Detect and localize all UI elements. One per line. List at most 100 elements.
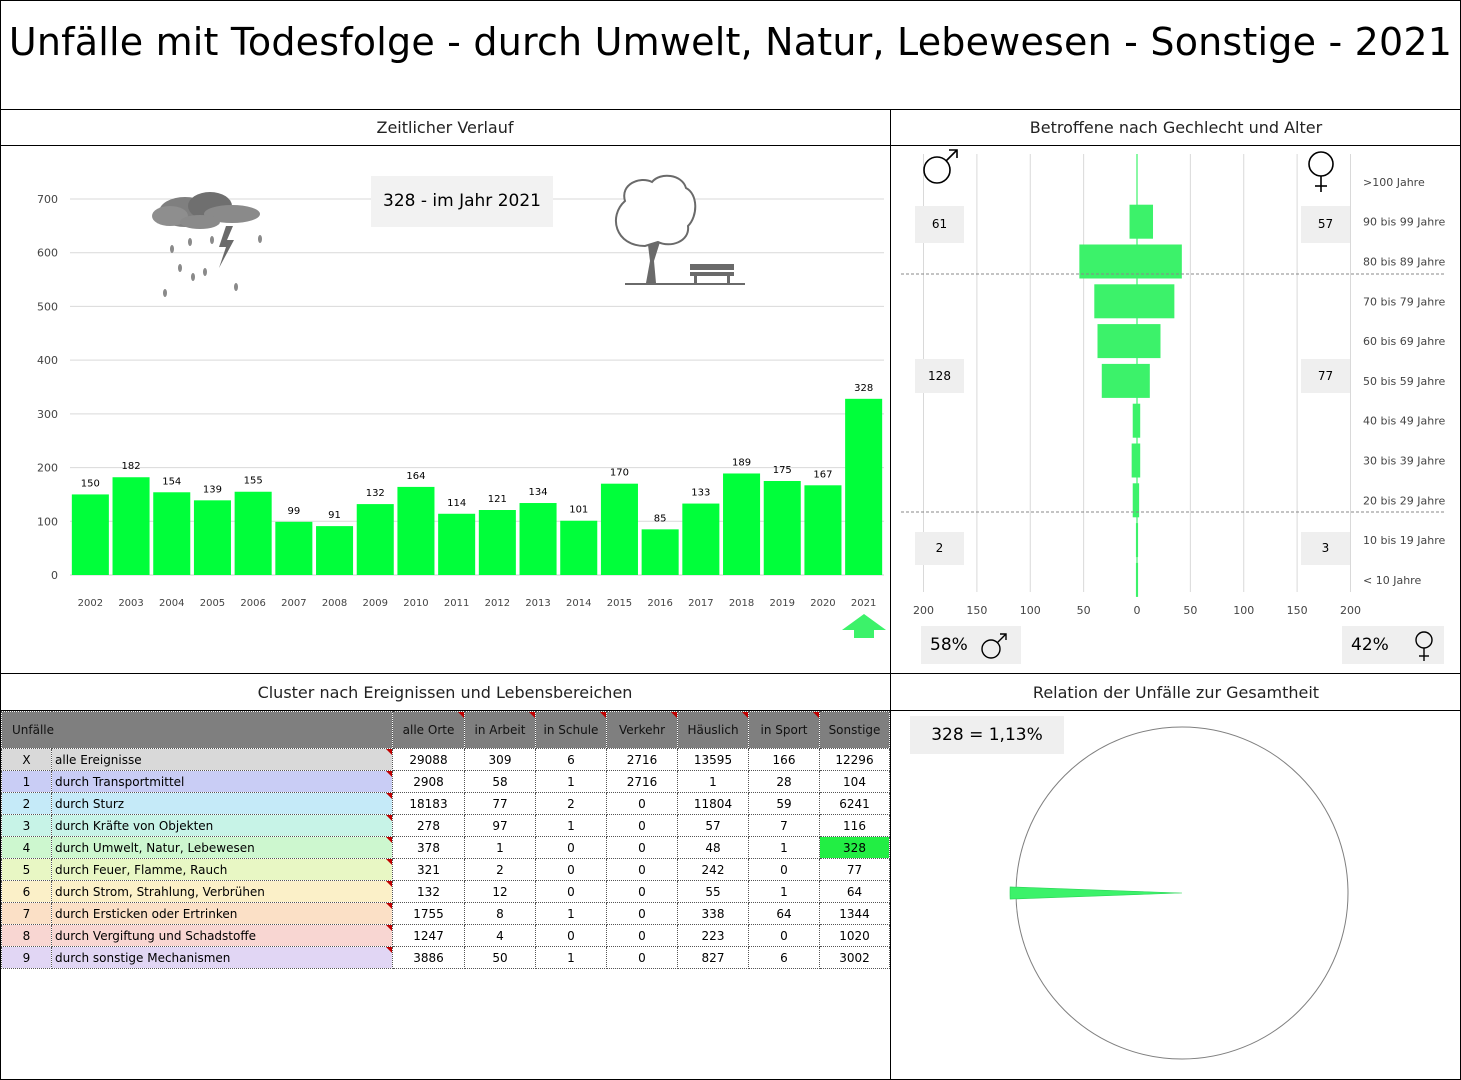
bar [478, 510, 516, 575]
row-label: durch Strom, Strahlung, Verbrühen [51, 880, 393, 903]
page-title: Unfälle mit Todesfolge - durch Umwelt, N… [8, 20, 1453, 64]
female-group-count: 77 [1301, 359, 1350, 393]
table-cell: 378 [392, 836, 465, 859]
row-id: 3 [1, 814, 52, 837]
data-label: 101 [569, 505, 588, 516]
age-group-label: 70 bis 79 Jahre [1363, 295, 1445, 308]
bar [71, 494, 109, 575]
col-header: Sonstige [819, 711, 890, 749]
data-label: 150 [81, 478, 100, 489]
table-cell: 0 [535, 924, 607, 947]
bar [723, 473, 761, 575]
row-id: 2 [1, 792, 52, 815]
col-header: Häuslich [677, 711, 749, 749]
age-group-label: 50 bis 59 Jahre [1363, 375, 1445, 388]
table-cell: 0 [535, 836, 607, 859]
male-share-value: 58% [930, 635, 968, 655]
col-header: in Arbeit [464, 711, 536, 749]
section-title-cluster: Cluster nach Ereignissen und Lebensberei… [257, 683, 633, 702]
table-cell: 104 [819, 770, 890, 793]
table-cell: 116 [819, 814, 890, 837]
table-cell: 1344 [819, 902, 890, 925]
x-tick-label: 2014 [566, 598, 591, 609]
male-symbol-icon [923, 149, 958, 184]
bar [804, 485, 842, 575]
table-row: 7 durch Ersticken oder Ertrinken 1755 8 1 0 33… [1, 902, 890, 925]
age-group-label: 60 bis 69 Jahre [1363, 335, 1445, 348]
x-tick-label: 150 [966, 604, 987, 617]
table-header-row: Unfälle alle Orte in Arbeit in Schule Ve… [1, 711, 890, 749]
row-label: durch Vergiftung und Schadstoffe [51, 924, 393, 947]
x-tick-label: 2020 [810, 598, 835, 609]
data-label: 328 [854, 383, 873, 394]
table-cell: 1 [535, 814, 607, 837]
row-id: 6 [1, 880, 52, 903]
y-tick-label: 600 [37, 247, 58, 260]
table-cell: 6 [748, 946, 820, 969]
table-cell: 4 [464, 924, 536, 947]
table-cell: 1 [535, 946, 607, 969]
data-label: 170 [610, 468, 629, 479]
table-cell: 64 [748, 902, 820, 925]
age-group-label: 90 bis 99 Jahre [1363, 216, 1445, 229]
table-cell: 1 [677, 770, 749, 793]
table-cell: 97 [464, 814, 536, 837]
bar [845, 398, 883, 575]
table-cell: 8 [464, 902, 536, 925]
table-cell: 338 [677, 902, 749, 925]
age-group-label: 80 bis 89 Jahre [1363, 256, 1445, 269]
x-tick-label: 2021 [851, 598, 876, 609]
female-share-value: 42% [1351, 635, 1389, 655]
table-cell: 64 [819, 880, 890, 903]
table-cell: 55 [677, 880, 749, 903]
table-cell: 0 [606, 836, 678, 859]
male-symbol-icon [981, 633, 1007, 659]
table-cell: 0 [535, 880, 607, 903]
x-tick-label: 100 [1020, 604, 1041, 617]
row-id: X [1, 748, 52, 771]
female-group-count: 57 [1301, 206, 1350, 243]
x-tick-label: 2006 [240, 598, 265, 609]
table-row: 2 durch Sturz 18183 77 2 0 11804 59 6241 [1, 792, 890, 815]
y-tick-label: 300 [37, 408, 58, 421]
bar [763, 481, 801, 575]
table-cell: 7 [748, 814, 820, 837]
pyramid-bar [1129, 204, 1154, 239]
row-label: durch Ersticken oder Ertrinken [51, 902, 393, 925]
x-tick-label: 2017 [688, 598, 713, 609]
table-cell: 59 [748, 792, 820, 815]
row-label: durch Umwelt, Natur, Lebewesen [51, 836, 393, 859]
rain-cloud-icon [152, 192, 262, 297]
table-cell: 77 [464, 792, 536, 815]
x-tick-label: 2005 [200, 598, 225, 609]
pyramid-bar [1135, 523, 1139, 558]
section-title-timeline: Zeitlicher Verlauf [376, 118, 514, 137]
table-cell: 0 [606, 902, 678, 925]
table-cell: 12296 [819, 748, 890, 771]
table-cell: 18183 [392, 792, 465, 815]
table-cell: 29088 [392, 748, 465, 771]
row-id: 5 [1, 858, 52, 881]
data-label: 133 [691, 488, 710, 499]
table-cell: 48 [677, 836, 749, 859]
table-cell: 0 [606, 858, 678, 881]
col-header: Verkehr [606, 711, 678, 749]
table-cell: 28 [748, 770, 820, 793]
pyramid-bar [1101, 363, 1150, 398]
data-label: 167 [813, 469, 832, 480]
bar [112, 477, 150, 575]
relation-value: 328 = 1,13% [910, 716, 1064, 754]
col-header: in Schule [535, 711, 607, 749]
pyramid-bar [1132, 483, 1140, 518]
table-cell: 166 [748, 748, 820, 771]
table-cell: 3002 [819, 946, 890, 969]
x-tick-label: 2012 [485, 598, 510, 609]
x-tick-label: 2009 [363, 598, 388, 609]
cluster-table: Unfälle alle Orte in Arbeit in Schule Ve… [1, 711, 890, 969]
table-row: 9 durch sonstige Mechanismen 3886 50 1 0 827 6 3… [1, 946, 890, 969]
table-cell: 321 [392, 858, 465, 881]
row-label: durch Feuer, Flamme, Rauch [51, 858, 393, 881]
age-gender-pyramid: 200 150 100 50 0 50 100 150 200 >100 Jahre 90 bis… [901, 154, 1446, 617]
bar [682, 503, 720, 575]
